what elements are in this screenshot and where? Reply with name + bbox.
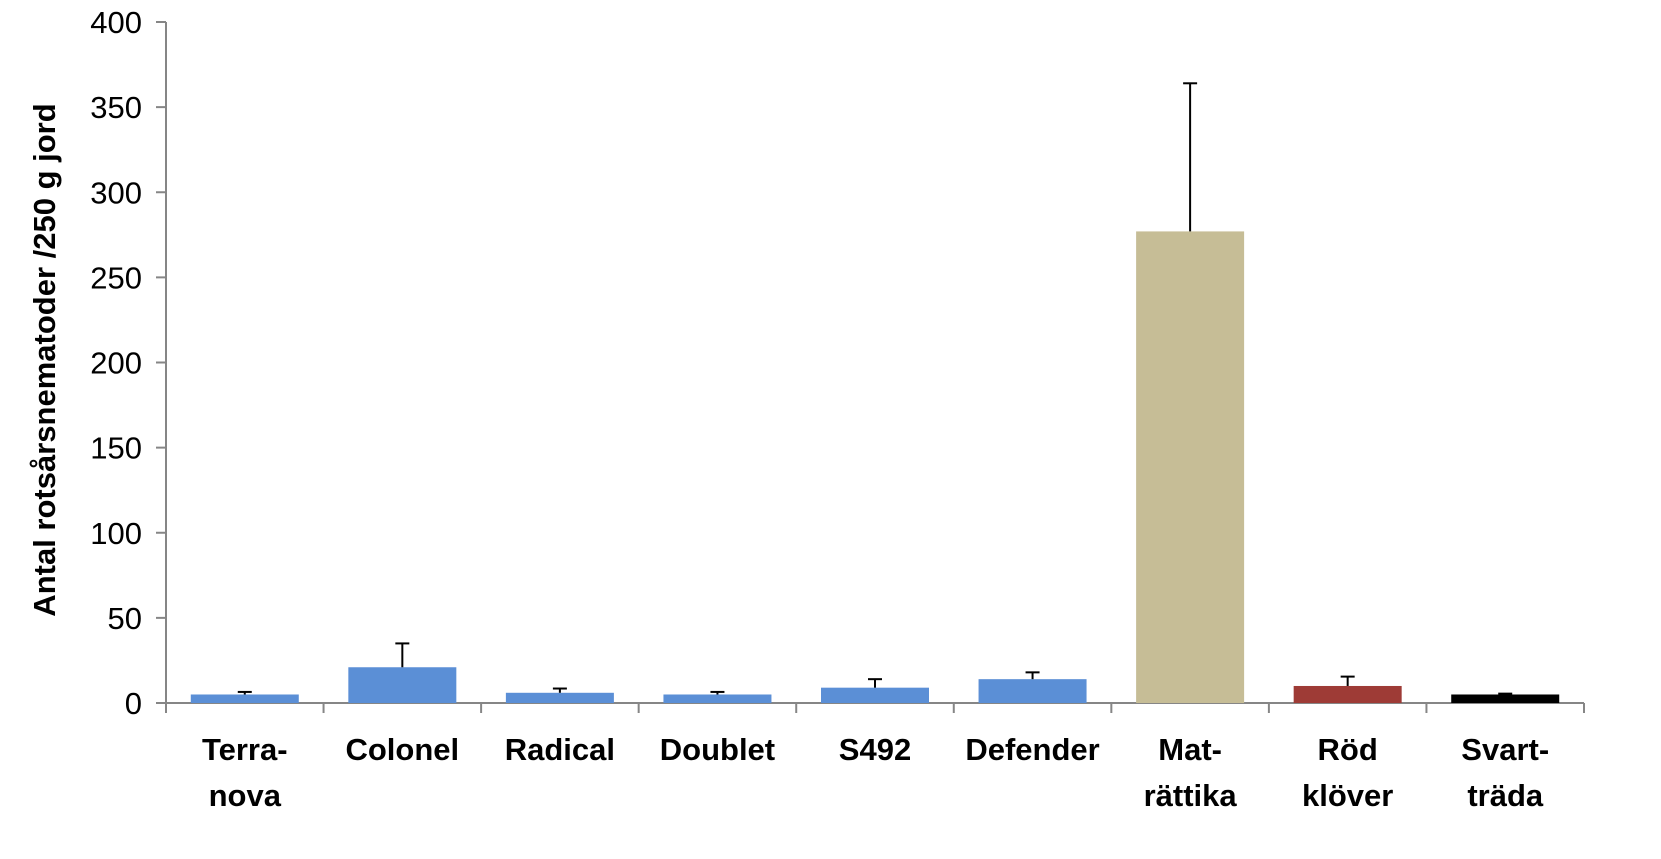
y-tick-label: 400 [90, 5, 142, 40]
bars [190, 231, 1560, 703]
y-tick-label: 350 [90, 90, 142, 125]
category-labels: Terra-nova Colonel Radical Doublet S492 Defen… [202, 732, 1549, 813]
x-tick-label: Doublet [660, 732, 775, 767]
x-axis [156, 702, 1585, 713]
y-tick-label: 200 [90, 346, 142, 381]
bar [978, 679, 1087, 703]
x-tick-label: träda [1467, 778, 1544, 813]
x-tick-label: Mat- [1158, 732, 1222, 767]
x-tick-label: klöver [1302, 778, 1393, 813]
y-tick-label: 100 [90, 516, 142, 551]
x-tick-label: S492 [839, 732, 911, 767]
y-axis-title: Antal rotsårsnematoder /250 g jord [27, 103, 62, 616]
bar [1451, 694, 1560, 703]
bar [348, 667, 457, 703]
y-tick-label: 150 [90, 431, 142, 466]
x-tick-label: nova [209, 778, 282, 813]
bar [663, 694, 772, 703]
bar [505, 692, 614, 703]
x-tick-label: Defender [965, 732, 1099, 767]
x-tick-label: Svart- [1461, 732, 1549, 767]
y-tick-label: 250 [90, 260, 142, 295]
x-tick-label: Röd [1318, 732, 1378, 767]
bar [1136, 231, 1245, 703]
x-tick-label: rättika [1144, 778, 1238, 813]
y-tick-label: 300 [90, 175, 142, 210]
y-axis: 0 50 100 150 200 250 300 350 400 [90, 5, 167, 721]
bar [1293, 685, 1402, 703]
x-tick-label: Terra- [202, 732, 288, 767]
error-bars [237, 82, 1513, 695]
y-tick-label: 0 [125, 686, 142, 721]
bar [821, 687, 929, 703]
x-tick-label: Colonel [345, 732, 459, 767]
bar [190, 694, 299, 703]
x-tick-label: Radical [505, 732, 615, 767]
y-tick-label: 50 [108, 601, 142, 636]
